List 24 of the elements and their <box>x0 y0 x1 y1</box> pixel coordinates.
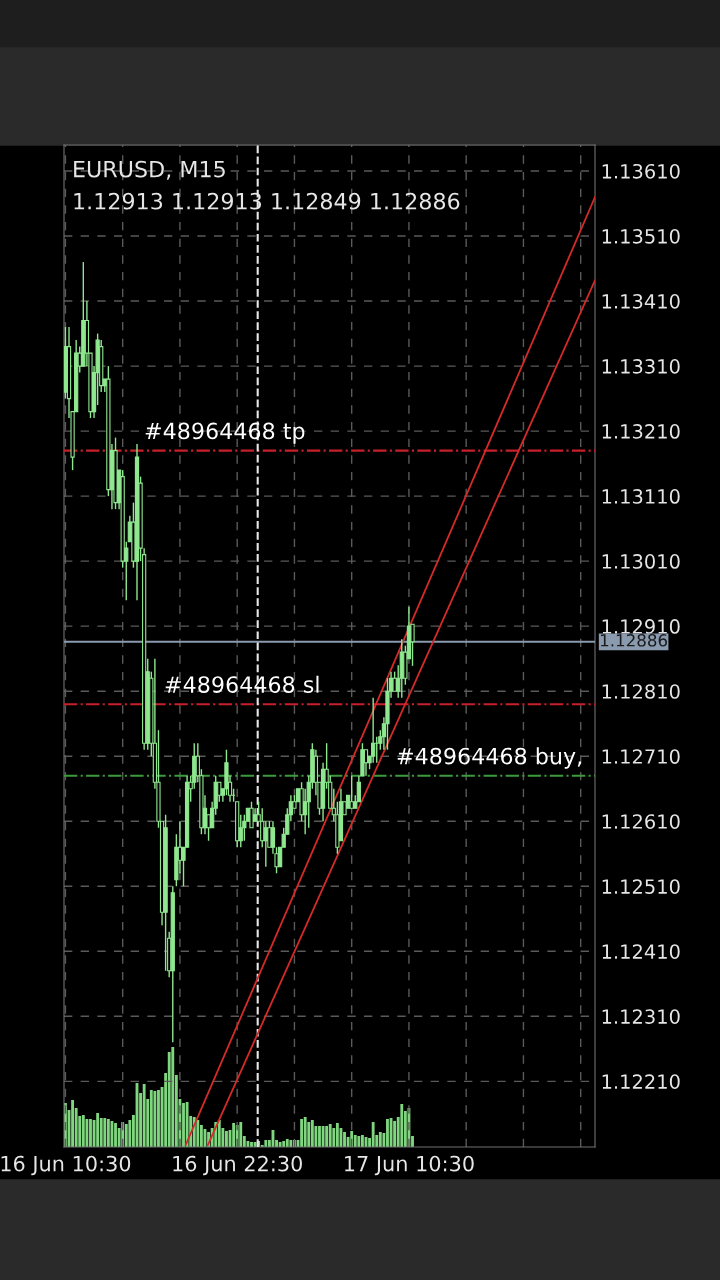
y-tick-label: 1.13310 <box>602 359 680 374</box>
x-tick-label: 17 Jun 10:30 <box>345 1155 474 1176</box>
ref-line-label: #48964468 tp <box>145 422 305 444</box>
x-tick-label: 16 Jun 10:30 <box>1 1155 131 1176</box>
y-tick-label: 1.13210 <box>602 424 680 439</box>
text: 1.12913 1.12913 1.12849 1.12886 <box>74 192 460 210</box>
y-tick-label: 1.13610 <box>602 163 680 179</box>
y-tick-label: 1.12710 <box>602 749 680 764</box>
y-tick-label: 1.12410 <box>602 944 680 959</box>
x-tick-label: 16 Jun 22:30 <box>173 1155 302 1176</box>
y-tick-label: 1.13510 <box>602 228 680 244</box>
ref-line-label: #48964468 buy, <box>397 747 582 769</box>
y-tick-label: 1.13010 <box>602 554 680 569</box>
text: EURUSD, M15 <box>74 160 225 180</box>
ref-line-label: #48964468 sl <box>165 675 319 693</box>
y-tick-label: 1.12510 <box>602 879 680 894</box>
y-tick-label: 1.12310 <box>602 1009 680 1024</box>
y-tick-label: 1.13110 <box>602 489 680 504</box>
y-tick-label: 1.12810 <box>602 684 680 699</box>
ref-line-label: 1.12886 <box>601 634 668 647</box>
y-tick-label: 1.12910 <box>602 619 680 634</box>
y-tick-label: 1.12610 <box>602 814 680 829</box>
y-tick-label: 1.12210 <box>602 1074 680 1089</box>
y-tick-label: 1.13410 <box>602 294 680 309</box>
